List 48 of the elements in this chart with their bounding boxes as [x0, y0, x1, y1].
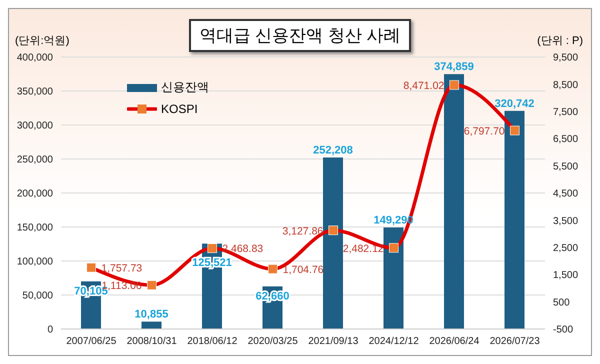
x-tick-label: 2024/12/12: [368, 336, 420, 348]
y2-tick-label: 4,500: [553, 188, 578, 200]
y2-tick-label: 2,500: [553, 242, 578, 254]
bar: [384, 227, 404, 329]
chart-title: 역대급 신용잔액 청산 사례: [189, 19, 411, 52]
data-label: 3,127.86: [282, 225, 324, 238]
data-label: 1,757.73: [101, 262, 142, 275]
y2-tick-label: 9,500: [553, 52, 578, 64]
y-tick-label: 250,000: [16, 154, 54, 166]
legend-label: KOSPI: [161, 102, 198, 116]
x-tick-label: 2026/07/23: [490, 336, 540, 348]
y2-tick-label: 3,500: [553, 216, 578, 227]
bar: [142, 322, 162, 329]
x-tick-label: 2026/06/24: [429, 336, 480, 348]
bar: [323, 158, 343, 329]
y2-tick-label: 500: [553, 297, 570, 308]
y-tick-label: 350,000: [16, 86, 54, 98]
y2-axis-title: (단위 : P): [537, 34, 583, 48]
y2-tick-label: 7,500: [553, 106, 578, 118]
y-axis-title: (단위:억원): [15, 34, 70, 48]
y-tick-label: 0: [47, 324, 54, 336]
y2-tick-label: 6,500: [553, 134, 578, 146]
data-label: 2,482.12: [342, 242, 384, 255]
y-tick-label: 100,000: [16, 256, 54, 268]
y-tick-label: 50,000: [22, 290, 54, 302]
y2-tick-label: 5,500: [553, 161, 578, 172]
data-label: 374,859: [434, 61, 474, 74]
data-label: 320,742: [494, 98, 534, 110]
data-label: 2,468.83: [222, 243, 264, 256]
x-tick-label: 2020/03/25: [248, 336, 298, 348]
y2-tick-label: 8,500: [553, 80, 578, 91]
data-label: 252,208: [313, 144, 353, 156]
y-tick-label: 200,000: [16, 188, 54, 200]
x-tick-label: 2018/06/12: [187, 336, 238, 348]
data-label: 10,855: [134, 308, 168, 321]
x-tick-label: 2007/06/25: [66, 336, 117, 348]
y2-tick-label: -500: [553, 324, 574, 336]
y-tick-label: 400,000: [16, 52, 54, 64]
y-tick-label: 150,000: [16, 222, 54, 234]
bar: [504, 110, 524, 329]
y-tick-label: 300,000: [16, 120, 54, 132]
bar: [444, 74, 464, 329]
x-tick-label: 2021/09/13: [308, 336, 359, 348]
data-label: 8,471.02: [403, 80, 444, 92]
data-label: 6,797.70: [464, 126, 505, 138]
y2-tick-label: 1,500: [553, 270, 578, 282]
legend-label: 신용잔액: [161, 79, 209, 96]
x-tick-label: 2008/10/31: [126, 336, 178, 348]
